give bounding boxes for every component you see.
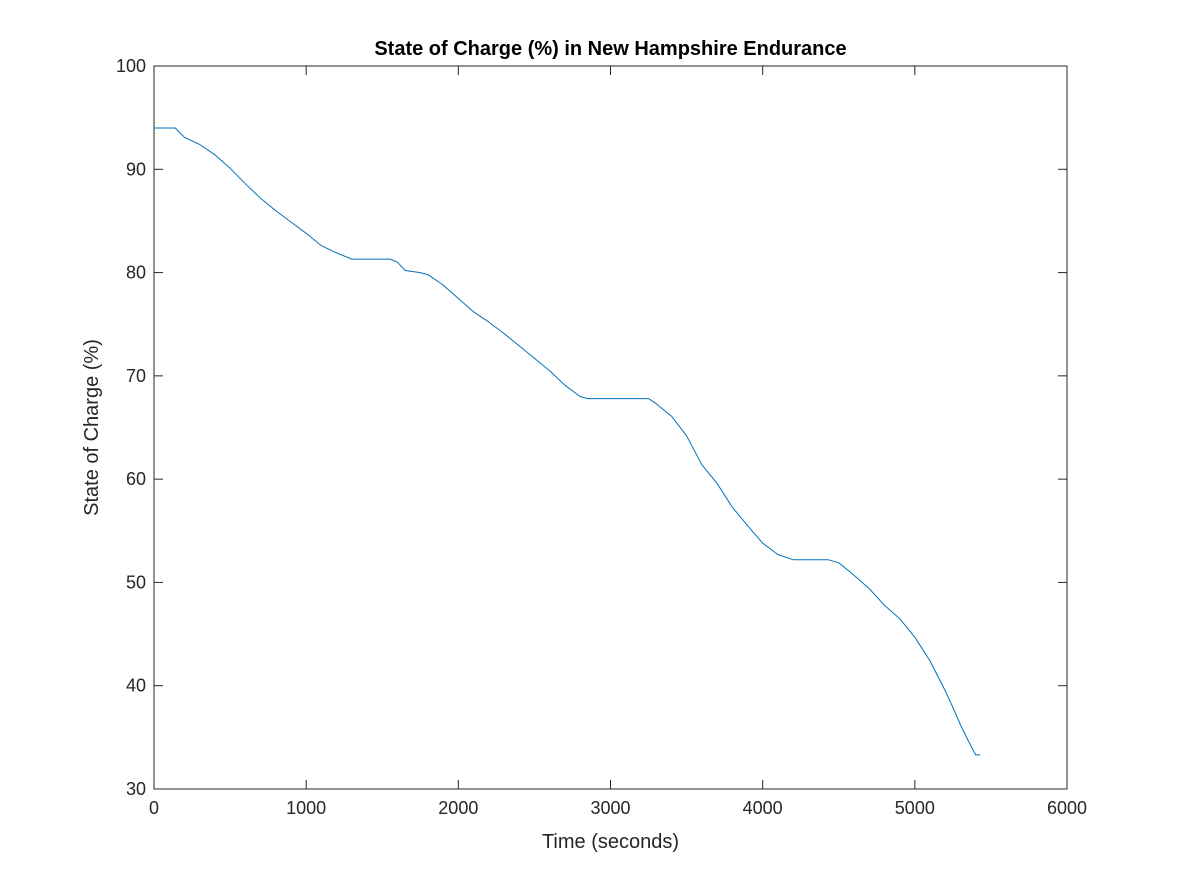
x-tick-label: 3000	[590, 798, 630, 818]
plot-area	[154, 66, 1067, 789]
x-tick-label: 6000	[1047, 798, 1087, 818]
x-tick-label: 5000	[895, 798, 935, 818]
x-tick-label: 2000	[438, 798, 478, 818]
y-tick-label: 80	[126, 263, 146, 283]
y-tick-label: 40	[126, 676, 146, 696]
y-tick-label: 100	[116, 56, 146, 76]
plot-frame	[153, 65, 1068, 790]
y-tick-label: 70	[126, 366, 146, 386]
y-tick-label: 90	[126, 159, 146, 179]
x-axis-label: Time (seconds)	[542, 831, 679, 853]
x-tick-label: 1000	[286, 798, 326, 818]
y-tick-label: 30	[126, 779, 146, 799]
series-line	[154, 127, 981, 756]
x-tick-label: 4000	[743, 798, 783, 818]
y-axis-label: State of Charge (%)	[81, 339, 103, 516]
series-layer	[154, 127, 981, 756]
y-tick-label: 60	[126, 469, 146, 489]
ticks-layer: 0 1000 2000 3000 4000 5000 6000 30 40 50 60 70 80 90 1…	[116, 56, 1087, 818]
y-tick-label: 50	[126, 572, 146, 592]
chart-title: State of Charge (%) in New Hampshire End…	[374, 38, 846, 60]
x-tick-label: 0	[149, 798, 159, 818]
